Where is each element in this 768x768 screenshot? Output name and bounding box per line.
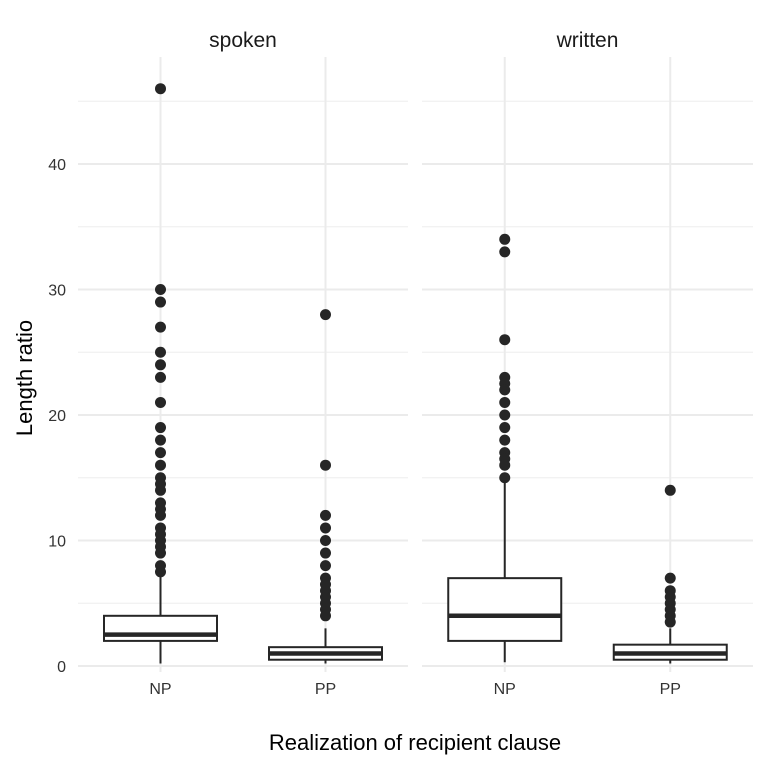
outlier-point (499, 422, 511, 434)
outlier-point (499, 384, 511, 396)
outlier-point (155, 396, 166, 408)
outlier-point (320, 610, 331, 622)
outlier-point (499, 472, 511, 484)
outlier-point (155, 296, 166, 308)
outlier-point (499, 233, 511, 245)
outlier-point (320, 535, 331, 546)
grid-layer (78, 57, 753, 672)
outlier-point (155, 371, 166, 383)
outlier-point (155, 422, 166, 434)
outlier-point (320, 509, 331, 521)
y-tick-label: 10 (48, 534, 66, 551)
outlier-point (155, 459, 166, 471)
outlier-point (664, 484, 676, 496)
y-tick-label: 20 (48, 408, 66, 425)
box-np (103, 614, 218, 642)
outlier-point (499, 396, 511, 408)
x-tick-label: NP (494, 681, 516, 698)
y-tick-label: 30 (48, 283, 66, 300)
outlier-point (155, 321, 166, 333)
facet-label: spoken (209, 29, 277, 52)
outlier-point (499, 434, 511, 446)
outlier-point (664, 616, 676, 628)
outlier-point (320, 459, 331, 471)
x-axis-title: Realization of recipient clause (269, 730, 561, 755)
outlier-point (155, 434, 166, 446)
outlier-point (155, 83, 166, 95)
y-axis-title: Length ratio (12, 320, 37, 436)
x-tick-label: PP (315, 681, 336, 698)
outlier-point (155, 547, 166, 559)
facet-label: written (556, 29, 619, 52)
outlier-point (155, 284, 166, 295)
outlier-point (155, 509, 166, 521)
outlier-point (155, 566, 166, 578)
outlier-point (499, 334, 511, 346)
y-tick-label: 40 (48, 157, 66, 174)
outlier-point (155, 359, 166, 371)
outlier-layer (155, 83, 676, 628)
label-layer: spoken NP PP written NP PP 0 10 20 30 40 (48, 29, 681, 698)
x-tick-label: PP (660, 681, 681, 698)
outlier-point (499, 246, 511, 258)
box-layer (103, 477, 728, 664)
outlier-point (155, 447, 166, 459)
outlier-point (320, 547, 331, 559)
outlier-point (664, 572, 676, 584)
x-tick-label: NP (149, 681, 171, 698)
outlier-point (320, 560, 331, 572)
outlier-point (320, 309, 331, 321)
outlier-point (499, 459, 511, 471)
outlier-point (320, 522, 331, 534)
outlier-point (155, 346, 166, 358)
outlier-point (155, 484, 166, 496)
outlier-point (499, 409, 511, 421)
y-tick-label: 0 (57, 659, 66, 676)
box-np (447, 577, 563, 642)
